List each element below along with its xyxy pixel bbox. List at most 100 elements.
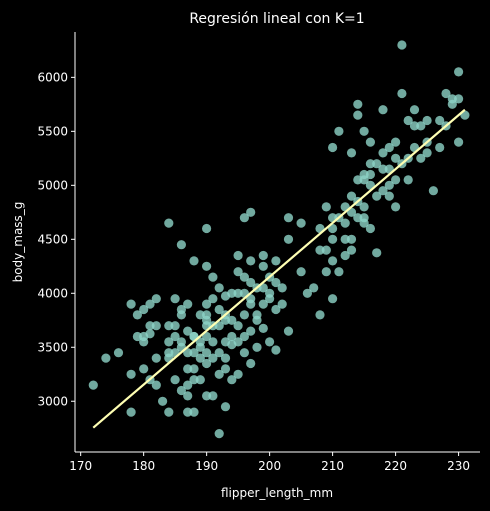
data-point: [145, 329, 154, 338]
data-point: [177, 337, 186, 346]
data-point: [183, 391, 192, 400]
data-point: [328, 294, 337, 303]
data-point: [215, 283, 224, 292]
data-point: [378, 105, 387, 114]
data-point: [454, 67, 463, 76]
data-point: [297, 267, 306, 276]
data-point: [322, 202, 331, 211]
data-point: [391, 138, 400, 147]
data-point: [202, 310, 211, 319]
data-point: [246, 359, 255, 368]
data-point: [397, 89, 406, 98]
data-point: [164, 408, 173, 417]
data-point: [114, 348, 123, 357]
data-point: [353, 111, 362, 120]
data-point: [152, 321, 161, 330]
data-point: [366, 224, 375, 233]
data-point: [391, 202, 400, 211]
data-point: [139, 364, 148, 373]
data-point: [366, 159, 375, 168]
x-tick-label: 180: [132, 459, 155, 473]
x-axis-title: flipper_length_mm: [221, 486, 333, 500]
data-point: [208, 294, 217, 303]
data-point: [271, 256, 280, 265]
data-point: [347, 235, 356, 244]
data-point: [171, 375, 180, 384]
data-point: [328, 143, 337, 152]
data-point: [252, 310, 261, 319]
data-point: [341, 219, 350, 228]
x-tick-label: 190: [195, 459, 218, 473]
data-point: [202, 262, 211, 271]
x-tick-label: 220: [384, 459, 407, 473]
data-point: [360, 202, 369, 211]
data-point: [397, 40, 406, 49]
data-point: [171, 321, 180, 330]
data-point: [127, 370, 136, 379]
data-point: [240, 348, 249, 357]
data-point: [234, 251, 243, 260]
data-point: [423, 148, 432, 157]
data-point: [360, 127, 369, 136]
data-point: [454, 138, 463, 147]
y-tick-label: 5500: [37, 124, 68, 138]
data-point: [215, 429, 224, 438]
data-point: [196, 375, 205, 384]
data-point: [328, 235, 337, 244]
data-point: [391, 175, 400, 184]
data-point: [221, 402, 230, 411]
data-point: [89, 381, 98, 390]
data-point: [372, 248, 381, 257]
data-point: [158, 397, 167, 406]
data-point: [284, 235, 293, 244]
y-tick-label: 5000: [37, 178, 68, 192]
y-axis-title: body_mass_g: [11, 202, 25, 283]
data-point: [429, 186, 438, 195]
data-point: [208, 337, 217, 346]
data-point: [271, 345, 280, 354]
data-point: [221, 364, 230, 373]
data-point: [385, 192, 394, 201]
data-point: [252, 343, 261, 352]
data-point: [353, 100, 362, 109]
data-point: [246, 327, 255, 336]
data-point: [240, 310, 249, 319]
data-point: [259, 251, 268, 260]
data-point: [278, 283, 287, 292]
data-point: [189, 408, 198, 417]
data-point: [322, 246, 331, 255]
data-point: [164, 219, 173, 228]
data-point: [297, 219, 306, 228]
x-tick-label: 170: [69, 459, 92, 473]
data-point: [221, 354, 230, 363]
data-point: [347, 148, 356, 157]
data-point: [454, 94, 463, 103]
data-point: [265, 289, 274, 298]
data-point: [208, 391, 217, 400]
y-tick-label: 3500: [37, 340, 68, 354]
data-point: [404, 175, 413, 184]
data-point: [309, 283, 318, 292]
data-point: [284, 213, 293, 222]
data-point: [334, 127, 343, 136]
data-point: [328, 256, 337, 265]
data-point: [152, 354, 161, 363]
data-point: [435, 143, 444, 152]
data-point: [177, 240, 186, 249]
data-point: [347, 246, 356, 255]
data-point: [278, 300, 287, 309]
data-point: [152, 381, 161, 390]
data-point: [202, 224, 211, 233]
x-tick-label: 210: [321, 459, 344, 473]
data-point: [127, 408, 136, 417]
y-tick-label: 6000: [37, 70, 68, 84]
data-point: [152, 294, 161, 303]
x-tick-label: 230: [447, 459, 470, 473]
data-point: [265, 337, 274, 346]
data-point: [315, 310, 324, 319]
data-point: [423, 116, 432, 125]
data-point: [208, 273, 217, 282]
y-tick-label: 3000: [37, 394, 68, 408]
